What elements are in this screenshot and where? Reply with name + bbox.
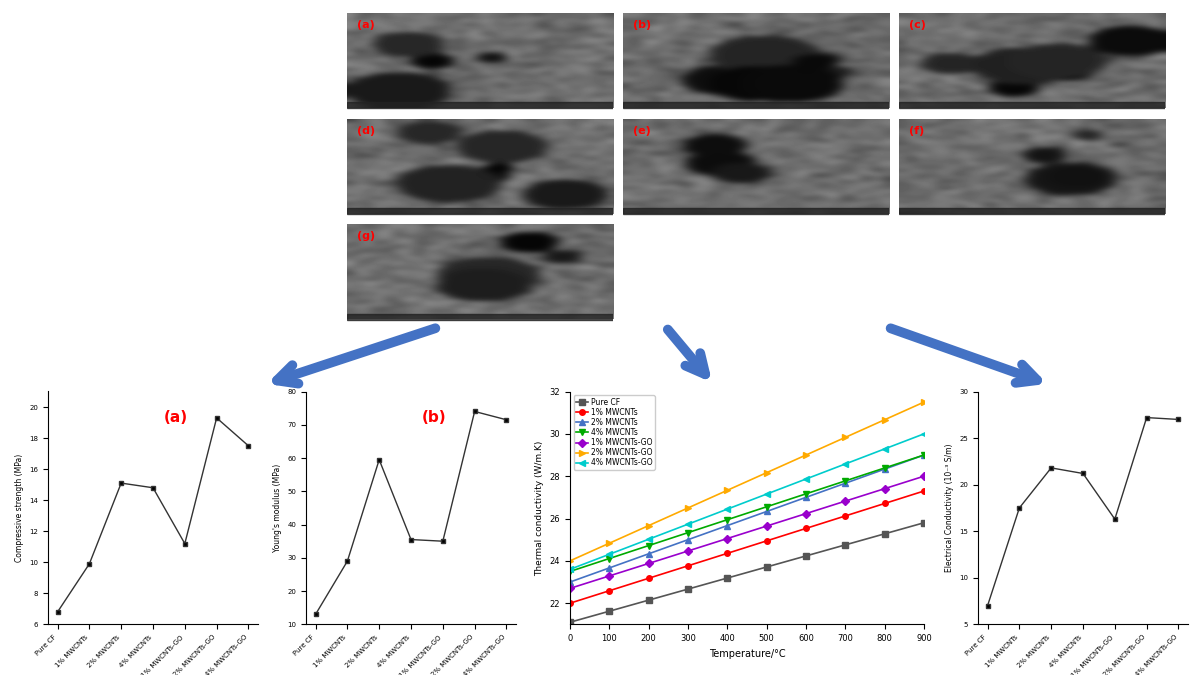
Pure CF: [760, 563, 774, 571]
4% MWCNTs-GO: [602, 550, 617, 558]
1% MWCNTs: [602, 587, 617, 595]
2% MWCNTs: [917, 451, 931, 459]
Pure CF: [877, 530, 892, 538]
1% MWCNTs-GO: [799, 510, 814, 518]
1% MWCNTs-GO: [602, 572, 617, 580]
4% MWCNTs-GO: [760, 490, 774, 498]
2% MWCNTs: [563, 578, 577, 586]
Pure CF: [720, 574, 734, 582]
Pure CF: [917, 518, 931, 526]
2% MWCNTs: [877, 465, 892, 473]
4% MWCNTs-GO: [877, 445, 892, 453]
X-axis label: Temperature/°C: Temperature/°C: [709, 649, 785, 659]
1% MWCNTs: [799, 524, 814, 533]
1% MWCNTs: [877, 500, 892, 508]
4% MWCNTs: [799, 490, 814, 498]
Line: 2% MWCNTs: 2% MWCNTs: [568, 452, 926, 585]
4% MWCNTs-GO: [680, 520, 695, 529]
2% MWCNTs-GO: [680, 504, 695, 512]
2% MWCNTs-GO: [838, 433, 852, 441]
Y-axis label: Electrical Conductivity (10⁻³ S/m): Electrical Conductivity (10⁻³ S/m): [944, 443, 954, 572]
4% MWCNTs-GO: [917, 430, 931, 438]
1% MWCNTs-GO: [877, 485, 892, 493]
2% MWCNTs-GO: [799, 451, 814, 459]
Text: (b): (b): [421, 410, 446, 425]
2% MWCNTs-GO: [720, 486, 734, 494]
2% MWCNTs: [799, 493, 814, 502]
Pure CF: [563, 618, 577, 626]
1% MWCNTs-GO: [680, 547, 695, 555]
Y-axis label: Young's modulus (MPa): Young's modulus (MPa): [272, 464, 282, 552]
1% MWCNTs-GO: [563, 585, 577, 593]
1% MWCNTs-GO: [720, 535, 734, 543]
4% MWCNTs-GO: [563, 565, 577, 573]
4% MWCNTs: [877, 464, 892, 472]
2% MWCNTs-GO: [760, 468, 774, 477]
2% MWCNTs: [720, 522, 734, 530]
1% MWCNTs: [838, 512, 852, 520]
4% MWCNTs: [917, 451, 931, 459]
1% MWCNTs-GO: [642, 560, 656, 568]
4% MWCNTs: [838, 477, 852, 485]
1% MWCNTs: [720, 549, 734, 558]
4% MWCNTs-GO: [642, 535, 656, 543]
Legend: Pure CF, 1% MWCNTs, 2% MWCNTs, 4% MWCNTs, 1% MWCNTs-GO, 2% MWCNTs-GO, 4% MWCNTs-: Pure CF, 1% MWCNTs, 2% MWCNTs, 4% MWCNTs…: [574, 396, 654, 470]
2% MWCNTs-GO: [563, 557, 577, 565]
2% MWCNTs-GO: [917, 398, 931, 406]
1% MWCNTs-GO: [917, 472, 931, 480]
1% MWCNTs-GO: [760, 522, 774, 530]
2% MWCNTs-GO: [602, 539, 617, 547]
1% MWCNTs: [642, 574, 656, 583]
Pure CF: [602, 607, 617, 615]
2% MWCNTs: [760, 508, 774, 516]
4% MWCNTs: [602, 554, 617, 562]
2% MWCNTs-GO: [642, 522, 656, 530]
2% MWCNTs: [838, 479, 852, 487]
1% MWCNTs: [563, 599, 577, 608]
Line: 2% MWCNTs-GO: 2% MWCNTs-GO: [568, 400, 926, 564]
4% MWCNTs: [760, 503, 774, 511]
2% MWCNTs-GO: [877, 416, 892, 424]
1% MWCNTs: [680, 562, 695, 570]
4% MWCNTs-GO: [720, 505, 734, 513]
Text: (a): (a): [163, 410, 187, 425]
Pure CF: [799, 552, 814, 560]
Line: 4% MWCNTs: 4% MWCNTs: [568, 452, 926, 574]
1% MWCNTs: [917, 487, 931, 495]
Y-axis label: Thermal conductivity (W/m.K): Thermal conductivity (W/m.K): [535, 440, 544, 576]
4% MWCNTs: [720, 516, 734, 524]
Pure CF: [642, 596, 656, 604]
Line: Pure CF: Pure CF: [568, 520, 926, 625]
Pure CF: [680, 585, 695, 593]
Line: 4% MWCNTs-GO: 4% MWCNTs-GO: [568, 431, 926, 572]
4% MWCNTs-GO: [838, 460, 852, 468]
1% MWCNTs: [760, 537, 774, 545]
2% MWCNTs: [642, 549, 656, 558]
Pure CF: [838, 541, 852, 549]
Line: 1% MWCNTs: 1% MWCNTs: [568, 488, 926, 606]
Y-axis label: Compressive strength (MPa): Compressive strength (MPa): [14, 454, 24, 562]
4% MWCNTs: [563, 568, 577, 576]
4% MWCNTs-GO: [799, 475, 814, 483]
Line: 1% MWCNTs-GO: 1% MWCNTs-GO: [568, 473, 926, 591]
4% MWCNTs: [680, 529, 695, 537]
4% MWCNTs: [642, 541, 656, 549]
2% MWCNTs: [680, 536, 695, 544]
2% MWCNTs: [602, 564, 617, 572]
1% MWCNTs-GO: [838, 497, 852, 505]
